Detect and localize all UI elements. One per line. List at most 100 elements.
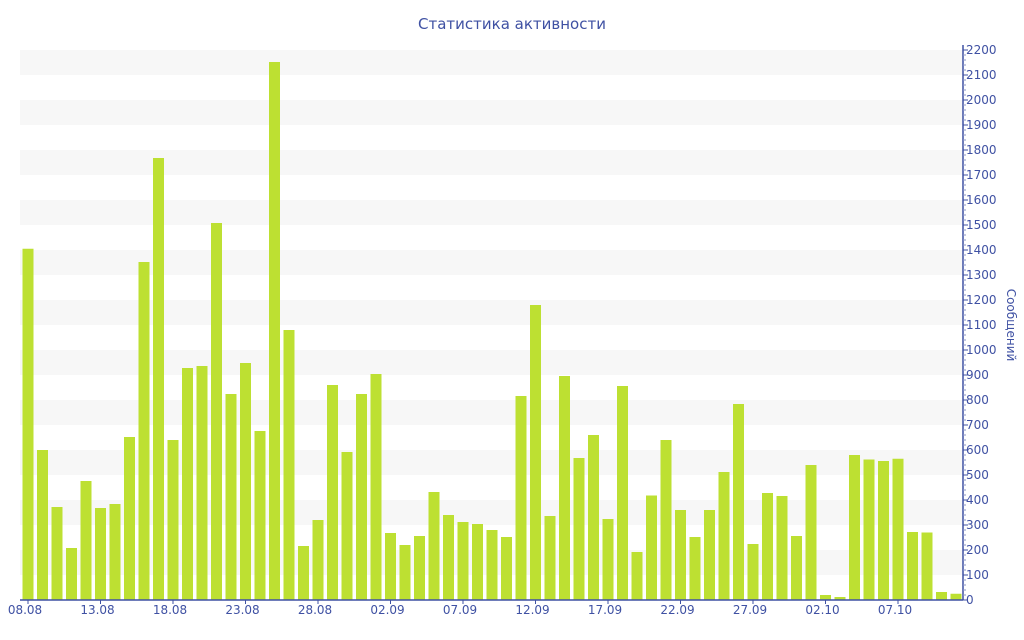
y-tick-label: 1900 [966, 118, 997, 132]
x-tick-label: 18.08 [153, 603, 187, 617]
bar-16.08 [138, 262, 150, 600]
bar-06.10 [878, 461, 889, 600]
bar-12.08 [80, 481, 92, 600]
bar-05.09 [428, 492, 440, 600]
y-tick-label: 900 [966, 368, 989, 382]
y-tick-label: 800 [966, 393, 989, 407]
bar-09.08 [37, 450, 48, 600]
y-tick-label: 1300 [966, 268, 997, 282]
bar-09.09 [486, 530, 498, 600]
y-tick-label: 100 [966, 568, 989, 582]
x-tick-label: 07.09 [443, 603, 477, 617]
bar-01.09 [370, 374, 382, 600]
y-tick-label: 300 [966, 518, 989, 532]
bar-30.09 [791, 536, 802, 600]
bar-17.09 [602, 519, 614, 600]
y-tick-label: 1200 [966, 293, 997, 307]
bar-07.10 [892, 458, 904, 600]
bar-11.09 [515, 396, 527, 600]
y-axis: 0 100 200 300 400 500 600 700 800 900 1000 1100 1200… [962, 43, 997, 607]
bar-13.08 [95, 508, 106, 600]
bar-02.10 [820, 595, 831, 600]
bar-10.09 [501, 537, 512, 600]
bar-23.08 [240, 363, 251, 600]
bar-27.08 [298, 546, 309, 600]
bar-08.08 [22, 248, 34, 600]
y-tick-label: 2100 [966, 68, 997, 82]
bar-25.09 [718, 472, 730, 600]
y-tick-label: 1000 [966, 343, 997, 357]
y-tick-label: 200 [966, 543, 989, 557]
bar-28.09 [762, 493, 773, 600]
y-tick-label: 1500 [966, 218, 997, 232]
x-axis: 08.08 13.08 18.08 23.08 28.08 02.09 07.09 12.09… [8, 599, 963, 617]
bar-15.08 [124, 437, 135, 600]
y-tick-label: 1800 [966, 143, 997, 157]
y-tick-label: 1600 [966, 193, 997, 207]
bar-19.08 [182, 368, 193, 600]
y-tick-label: 1100 [966, 318, 997, 332]
bar-15.09 [573, 458, 585, 600]
grid-band [20, 350, 963, 375]
x-tick-label: 23.08 [225, 603, 259, 617]
grid-band [20, 300, 963, 325]
bar-19.09 [631, 552, 643, 600]
bar-13.09 [544, 516, 556, 600]
bar-21.08 [211, 223, 222, 600]
x-tick-label: 07.10 [878, 603, 912, 617]
bar-10.10 [936, 592, 947, 600]
y-axis-label: Сообщений [1004, 289, 1018, 362]
bar-31.08 [356, 394, 367, 600]
x-tick-label: 28.08 [298, 603, 332, 617]
x-tick-label: 27.09 [733, 603, 767, 617]
bar-14.09 [559, 376, 570, 600]
y-tick-label: 700 [966, 418, 989, 432]
bar-22.09 [675, 510, 686, 600]
chart-title: Статистика активности [418, 15, 606, 33]
y-tick-label: 2000 [966, 93, 997, 107]
bar-08.09 [472, 524, 483, 600]
bar-18.08 [167, 440, 179, 600]
x-tick-label: 13.08 [80, 603, 114, 617]
bar-06.09 [443, 515, 454, 600]
bars [22, 62, 962, 600]
y-tick-label: 600 [966, 443, 989, 457]
grid-band [20, 100, 963, 125]
bar-10.08 [51, 507, 63, 600]
bar-01.10 [805, 465, 817, 600]
grid-band [20, 150, 963, 175]
bar-20.08 [196, 366, 208, 600]
y-tick-label: 500 [966, 468, 989, 482]
x-tick-label: 02.10 [805, 603, 839, 617]
bar-03.10 [834, 597, 846, 600]
bar-11.08 [66, 548, 77, 600]
bar-09.10 [921, 532, 933, 600]
bar-12.09 [530, 305, 541, 600]
x-tick-label: 17.09 [588, 603, 622, 617]
bar-17.08 [153, 158, 164, 600]
y-tick-label: 400 [966, 493, 989, 507]
grid-band [20, 200, 963, 225]
bar-05.10 [863, 459, 875, 600]
bar-07.09 [457, 522, 469, 600]
bar-08.10 [907, 532, 918, 600]
bar-29.09 [776, 496, 788, 600]
bar-30.08 [341, 452, 353, 600]
bar-18.09 [617, 386, 628, 600]
bar-21.09 [660, 440, 672, 600]
bar-29.08 [327, 385, 338, 600]
y-tick-label: 1700 [966, 168, 997, 182]
grid-band [20, 400, 963, 425]
x-tick-label: 02.09 [370, 603, 404, 617]
bar-16.09 [588, 435, 599, 600]
bar-03.09 [399, 545, 411, 600]
bar-24.09 [704, 510, 715, 600]
y-tick-label: 0 [966, 593, 974, 607]
bar-27.09 [747, 544, 759, 600]
bar-14.08 [109, 504, 121, 600]
bar-23.09 [689, 537, 701, 600]
grid-band [20, 50, 963, 75]
bar-22.08 [225, 394, 237, 600]
bar-25.08 [269, 62, 280, 600]
